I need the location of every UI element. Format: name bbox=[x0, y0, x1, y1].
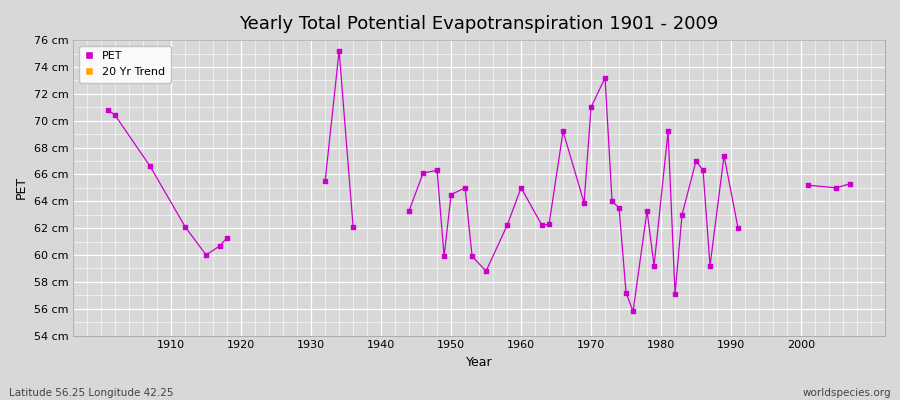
Point bbox=[416, 170, 430, 176]
Point bbox=[542, 221, 556, 227]
Point bbox=[619, 290, 634, 296]
Legend: PET, 20 Yr Trend: PET, 20 Yr Trend bbox=[78, 46, 171, 82]
Point bbox=[626, 308, 640, 315]
Point bbox=[444, 191, 458, 198]
Point bbox=[402, 208, 417, 214]
Point bbox=[668, 291, 682, 297]
Point bbox=[675, 212, 689, 218]
Point bbox=[598, 74, 612, 81]
Point bbox=[458, 185, 473, 191]
Point bbox=[213, 242, 228, 249]
Point bbox=[842, 181, 857, 187]
Point bbox=[500, 222, 514, 229]
Title: Yearly Total Potential Evapotranspiration 1901 - 2009: Yearly Total Potential Evapotranspiratio… bbox=[239, 15, 719, 33]
Point bbox=[612, 205, 626, 211]
Point bbox=[731, 225, 745, 231]
Point bbox=[108, 112, 122, 118]
Point bbox=[829, 185, 843, 191]
Text: Latitude 56.25 Longitude 42.25: Latitude 56.25 Longitude 42.25 bbox=[9, 388, 174, 398]
Point bbox=[143, 163, 157, 170]
Point bbox=[318, 178, 332, 184]
Point bbox=[465, 253, 480, 260]
Point bbox=[101, 107, 115, 113]
Point bbox=[703, 262, 717, 269]
Point bbox=[479, 268, 493, 274]
Point bbox=[430, 167, 445, 174]
Text: worldspecies.org: worldspecies.org bbox=[803, 388, 891, 398]
Point bbox=[514, 185, 528, 191]
Point bbox=[605, 198, 619, 204]
Point bbox=[556, 128, 571, 135]
Point bbox=[647, 262, 662, 269]
Point bbox=[178, 224, 193, 230]
Y-axis label: PET: PET bbox=[15, 176, 28, 200]
Point bbox=[199, 252, 213, 258]
Point bbox=[688, 158, 703, 164]
Point bbox=[640, 208, 654, 214]
Point bbox=[332, 48, 347, 54]
Point bbox=[346, 224, 360, 230]
Point bbox=[584, 104, 598, 110]
Point bbox=[436, 253, 451, 260]
Point bbox=[696, 167, 710, 174]
Point bbox=[220, 234, 234, 241]
Point bbox=[577, 200, 591, 206]
Point bbox=[661, 128, 675, 135]
Point bbox=[535, 222, 549, 229]
Point bbox=[716, 152, 731, 159]
Point bbox=[801, 182, 815, 188]
X-axis label: Year: Year bbox=[466, 356, 492, 369]
